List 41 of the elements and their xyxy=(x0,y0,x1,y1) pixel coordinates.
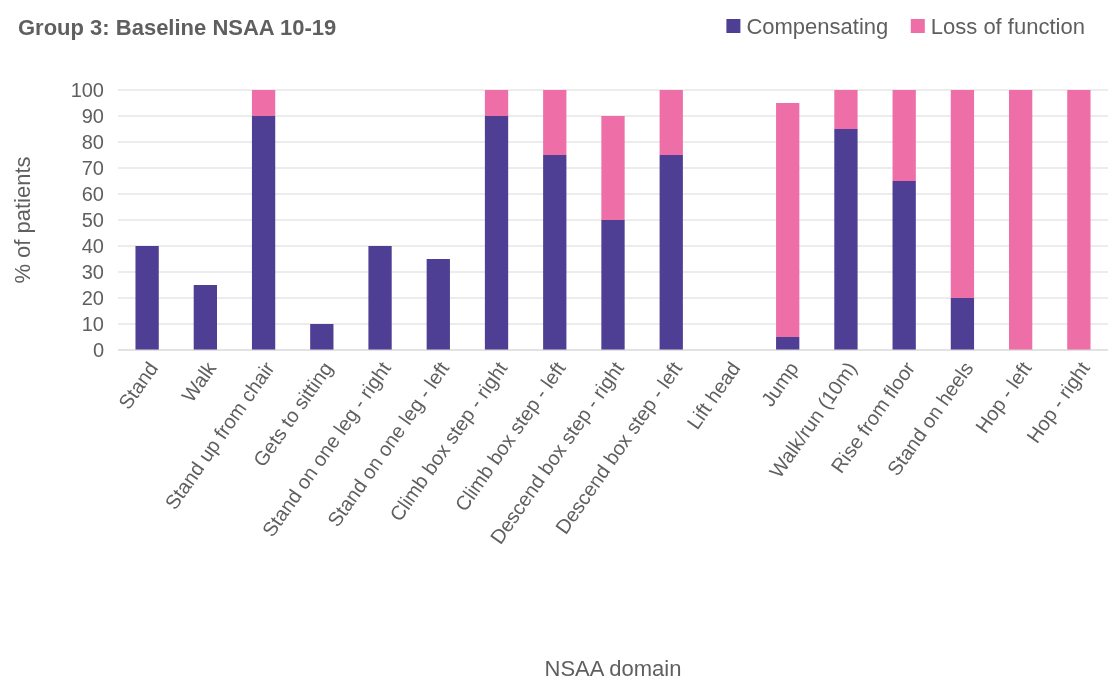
bar xyxy=(892,90,916,181)
y-tick-label: 90 xyxy=(81,105,104,127)
legend-label: Loss of function xyxy=(930,13,1085,39)
x-axis-title: NSAA domain xyxy=(544,656,682,681)
y-axis-title: % of patients xyxy=(10,156,35,284)
bar xyxy=(484,116,509,350)
bar xyxy=(135,246,159,350)
y-tick-label: 20 xyxy=(81,287,104,309)
bar xyxy=(1009,90,1033,350)
bar xyxy=(950,298,975,350)
bar xyxy=(310,324,334,350)
bar xyxy=(601,220,625,350)
bar xyxy=(659,155,683,350)
y-tick-label: 0 xyxy=(92,339,104,361)
bar xyxy=(1067,90,1091,350)
bar xyxy=(426,259,450,350)
bar xyxy=(892,181,916,350)
y-tick-label: 50 xyxy=(81,209,104,231)
y-tick-label: 30 xyxy=(81,261,104,283)
bar xyxy=(543,90,567,155)
y-tick-label: 70 xyxy=(81,157,104,179)
bar xyxy=(251,116,276,350)
legend-label: Compensating xyxy=(746,13,889,39)
bar xyxy=(251,90,276,116)
bar xyxy=(776,103,800,337)
y-tick-label: 40 xyxy=(81,235,104,257)
y-tick-label: 10 xyxy=(81,313,104,335)
y-tick-label: 100 xyxy=(70,79,104,101)
bar xyxy=(950,90,975,298)
bar xyxy=(543,155,567,350)
bar xyxy=(834,129,858,350)
y-tick-label: 80 xyxy=(81,131,104,153)
bar xyxy=(368,246,392,350)
bar xyxy=(776,337,800,350)
chart-title: Group 3: Baseline NSAA 10-19 xyxy=(18,15,337,40)
bar xyxy=(193,285,217,350)
bar xyxy=(834,90,858,129)
y-tick-label: 60 xyxy=(81,183,104,205)
bar xyxy=(484,90,509,116)
bar xyxy=(601,116,625,220)
bar xyxy=(659,90,683,155)
